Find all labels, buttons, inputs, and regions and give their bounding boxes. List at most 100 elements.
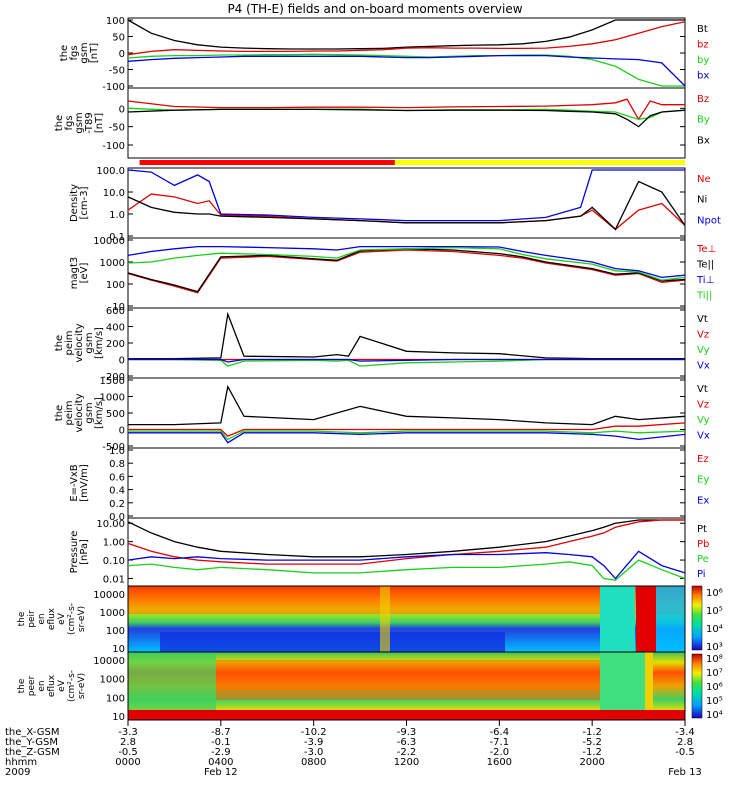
y-tick-label: 400 [106, 323, 125, 334]
y-tick-label: 10.00 [96, 519, 125, 530]
y-axis-label-line: gsm [79, 42, 90, 63]
legend-Vt: Vt [697, 384, 708, 395]
ephemeris-value: -6.4 [490, 727, 510, 738]
series-Pe [127, 559, 686, 581]
y-axis-label-line: magt3 [69, 257, 80, 290]
series-Te⊥ [127, 249, 686, 294]
legend-by: by [697, 55, 709, 66]
series-Ni [127, 180, 686, 231]
y-axis-label-line: the [54, 405, 65, 421]
y-tick-label: -100 [102, 82, 125, 93]
y-tick-label: -50 [109, 123, 125, 134]
ephemeris-value: -0.1 [211, 737, 231, 748]
y-axis-label-line: eflux [47, 674, 57, 697]
y-tick-label: 0 [119, 49, 125, 60]
panel-frame [127, 87, 686, 159]
electron-spectrogram [127, 651, 686, 721]
ephemeris-value: -1.2 [582, 747, 602, 758]
legend-Vy: Vy [697, 345, 710, 356]
electron_spectrogram-labels: 10000 1000 100 10 thepeerenefluxeV(cm²-s-sr-… [17, 654, 723, 723]
ephemeris-value: 0000 [115, 757, 140, 768]
y-axis-label-line: [eV] [79, 263, 90, 284]
y-tick-label: 1000 [100, 258, 125, 269]
y-tick-label: 0.10 [103, 556, 125, 567]
legend-Vx: Vx [697, 361, 710, 372]
series-Ti⊥ [127, 245, 686, 279]
y-axis-label-line: [km/s] [94, 397, 105, 429]
ephemeris-value: 1200 [394, 757, 419, 768]
panel-frame [127, 447, 686, 519]
colorbar-label: 10⁵ [706, 696, 723, 707]
series-Vx [128, 358, 685, 363]
y-axis-label-line: sr-eV) [77, 606, 87, 632]
y-axis-label-line: gsm [84, 402, 95, 423]
y-axis-label-line: gsm [74, 112, 85, 133]
y-tick-label: 10.0 [103, 188, 125, 199]
ephemeris-row-label: hhmm [5, 757, 37, 768]
legend-Vt: Vt [697, 314, 708, 325]
legend-Vz: Vz [697, 330, 709, 341]
y-tick-label: 50 [112, 33, 125, 44]
y-axis-label-line: en [37, 613, 47, 624]
y-axis-label-line: the [59, 45, 70, 61]
y-axis-label-line: [cm-3] [79, 186, 90, 219]
panel-mode_bar [139, 160, 685, 165]
y-tick-label: -50 [109, 66, 125, 77]
panel-velocity_perp: 600 400 200 0 -200 thepeimvelocitygsm[km/s] Vt… [54, 306, 710, 383]
y-tick-label: 0.4 [109, 486, 125, 497]
panel-fgs: 100 50 0 -50 -100 thefgsgsm[nT] Bt bz by bx [59, 16, 709, 93]
y-axis-label-line: sr-eV) [77, 673, 87, 699]
panel-frame [127, 377, 686, 449]
colorbar-label: 10⁸ [706, 654, 723, 665]
legend-Te⊥: Te⊥ [696, 244, 716, 255]
ephemeris-value: 1600 [487, 757, 512, 768]
y-axis-label-line: fgs [69, 45, 80, 60]
ephemeris-value: -7.1 [490, 737, 510, 748]
y-axis-label-line: peim [64, 400, 75, 425]
series-Pi [127, 550, 686, 580]
ephemeris-value: 0800 [301, 757, 326, 768]
legend-bx: bx [697, 71, 709, 82]
y-axis-label-line: the [54, 115, 65, 131]
mode-segment [139, 160, 395, 165]
ephemeris-value: -3.3 [118, 727, 138, 738]
y-axis-label-line: [nPa] [79, 539, 90, 565]
y-tick-label: 100 [106, 280, 125, 291]
panel-frame [127, 307, 686, 379]
y-axis-label: thepeimvelocitygsm[km/s] [54, 323, 105, 362]
y-tick-label: 1000 [100, 608, 125, 619]
y-tick-label: 100.0 [96, 166, 125, 177]
y-axis-label-line: peim [64, 330, 75, 355]
ephemeris-value: -6.3 [397, 737, 417, 748]
series-Vy [128, 430, 686, 441]
y-tick-label: 1500 [100, 376, 125, 387]
y-tick-label: 0.01 [103, 574, 125, 585]
series-Vt [128, 384, 686, 426]
colorbar-electron [691, 653, 703, 719]
y-axis-label-line: gsm [84, 332, 95, 353]
legend-Te||: Te|| [696, 260, 714, 271]
y-tick-label: 0.0 [109, 512, 125, 523]
series-Ti|| [127, 246, 686, 281]
legend-Bt: Bt [697, 24, 708, 35]
ephemeris-value: 2.8 [677, 737, 693, 748]
y-tick-label: 500 [106, 409, 125, 420]
y-axis-label-line: [nT] [89, 43, 100, 63]
y-axis-label-line: eV [57, 679, 67, 692]
y-axis-label-line: the [54, 335, 65, 351]
y-tick-label: 10 [112, 712, 125, 723]
colorbar-label: 10⁷ [706, 668, 723, 679]
series-Te|| [127, 248, 686, 293]
legend-Pb: Pb [697, 539, 709, 550]
legend-Bz: Bz [697, 94, 709, 105]
y-axis-label: thefgsgsm[nT] [59, 42, 100, 63]
legend-Ne: Ne [697, 174, 711, 185]
panel-frame [127, 17, 686, 89]
colorbar-label: 10⁴ [706, 624, 723, 635]
chart-title: P4 (TH-E) fields and on-board moments ov… [227, 2, 522, 16]
ephemeris-value: -10.2 [301, 727, 327, 738]
panel-temperature: 10000 1000 100 10 magt3[eV] Te⊥ Te|| Ti⊥ Ti|| [69, 236, 716, 313]
colorbar-label: 10³ [706, 642, 723, 653]
ephemeris-row-label: 2009 [5, 767, 30, 778]
